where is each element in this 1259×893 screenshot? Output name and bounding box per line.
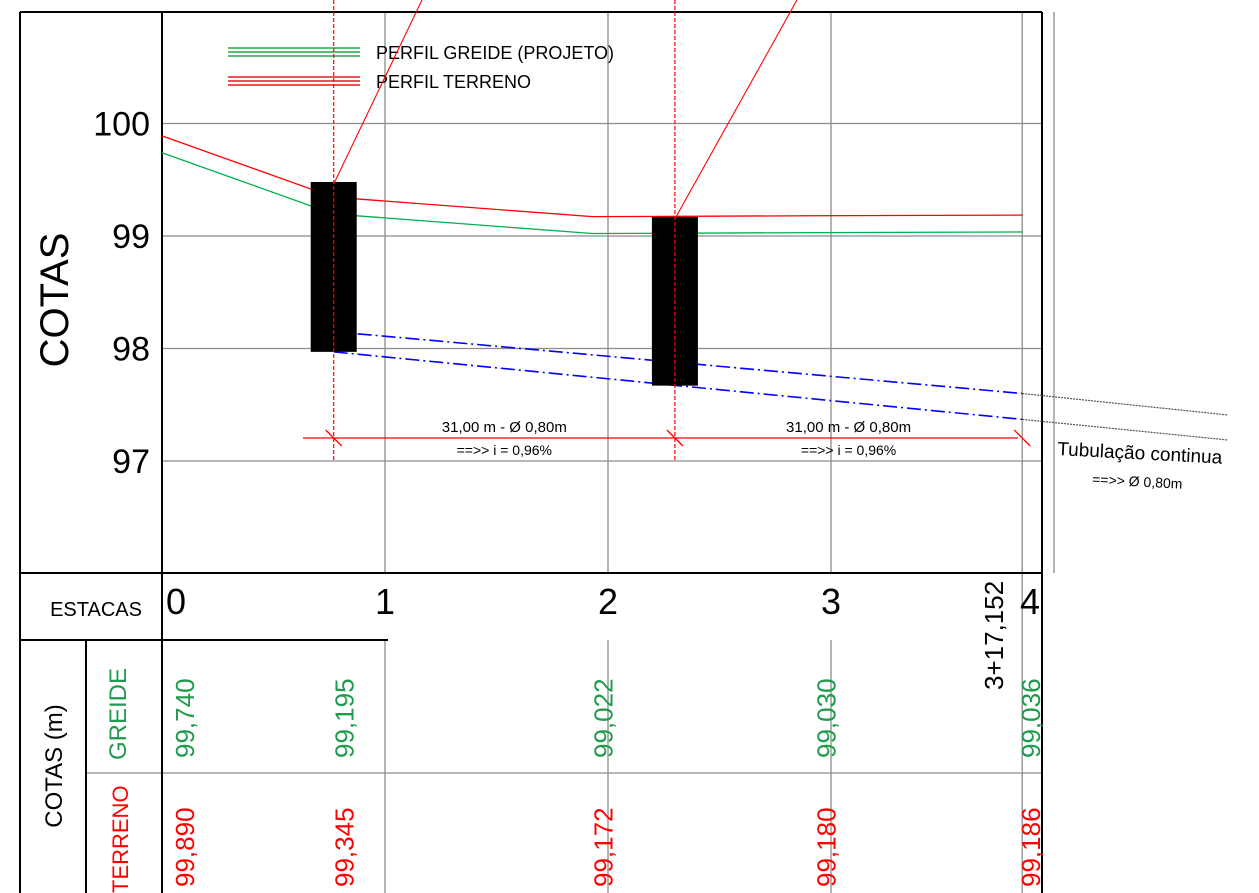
greide-value: 99,195	[330, 678, 360, 758]
station-label-4: 4	[1020, 581, 1040, 622]
pipe-continuation-bottom	[1022, 418, 1229, 441]
terreno-row-label: TERRENO	[108, 785, 133, 893]
manhole-leader-2	[674, 0, 798, 220]
dimension-tick	[666, 429, 684, 447]
legend-swatch-terreno	[228, 76, 360, 86]
station-label-3: 3	[821, 581, 841, 622]
terreno-value: 99,186	[1016, 807, 1046, 887]
y-tick-label: 100	[93, 106, 150, 144]
greide-value: 99,036	[1016, 678, 1046, 758]
profile-lines	[161, 135, 1023, 235]
segment-dimensions: 31,00 m - Ø 0,80m ==>> i = 0,96% 31,00 m -…	[303, 419, 1031, 458]
y-tick-label: 98	[112, 331, 150, 369]
pipe-continuation-note: Tubulação continua ==>> Ø 0,80m	[1057, 439, 1223, 492]
manhole-leader-1	[333, 0, 423, 185]
y-axis-ticks: 97 98 99 100	[93, 106, 150, 482]
dimension-tick	[1013, 429, 1031, 447]
dimension-tick	[325, 429, 343, 447]
grid	[86, 12, 1055, 893]
pipe-continuation-label: Tubulação continua	[1057, 439, 1223, 469]
greide-row-label: GREIDE	[105, 668, 132, 760]
terreno-value: 99,172	[588, 807, 618, 887]
station-label-0: 0	[166, 581, 186, 622]
segment-slope-2: ==>> i = 0,96%	[801, 442, 896, 458]
legend-label-terreno: PERFIL TERRENO	[376, 72, 531, 92]
legend: PERFIL GREIDE (PROJETO) PERFIL TERRENO	[228, 43, 614, 92]
station-labels: 0 1 2 3 4	[166, 581, 1040, 622]
legend-label-greide: PERFIL GREIDE (PROJETO)	[376, 43, 614, 63]
segment-label-1: 31,00 m - Ø 0,80m	[442, 419, 567, 436]
end-station-label: 3+17,152	[979, 581, 1009, 690]
frame	[19, 11, 1043, 893]
segment-slope-1: ==>> i = 0,96%	[457, 442, 552, 458]
estacas-header: ESTACAS	[50, 599, 142, 621]
station-label-2: 2	[598, 581, 618, 622]
segment-label-2: 31,00 m - Ø 0,80m	[786, 419, 911, 436]
terreno-value: 99,180	[811, 807, 841, 887]
y-tick-label: 97	[112, 443, 150, 481]
greide-value: 99,740	[170, 678, 200, 758]
elevation-table: 99,740 99,195 99,022 99,030 99,036 99,890 99,3…	[170, 678, 1046, 887]
series-line-greide	[161, 152, 1023, 235]
terreno-value: 99,890	[170, 807, 200, 887]
y-tick-label: 99	[112, 218, 150, 256]
greide-value: 99,030	[811, 678, 841, 758]
manholes	[310, 0, 798, 461]
y-axis-title: COTAS	[33, 233, 77, 368]
legend-swatch-greide	[228, 47, 360, 57]
pipe-continuation-diameter: ==>> Ø 0,80m	[1092, 471, 1183, 492]
station-label-1: 1	[375, 581, 395, 622]
table-group-label: COTAS (m)	[41, 704, 68, 828]
pipe-continuation-top	[1022, 392, 1229, 416]
series-line-terreno	[161, 135, 1023, 218]
greide-value: 99,022	[588, 678, 618, 758]
terreno-value: 99,345	[330, 807, 360, 887]
